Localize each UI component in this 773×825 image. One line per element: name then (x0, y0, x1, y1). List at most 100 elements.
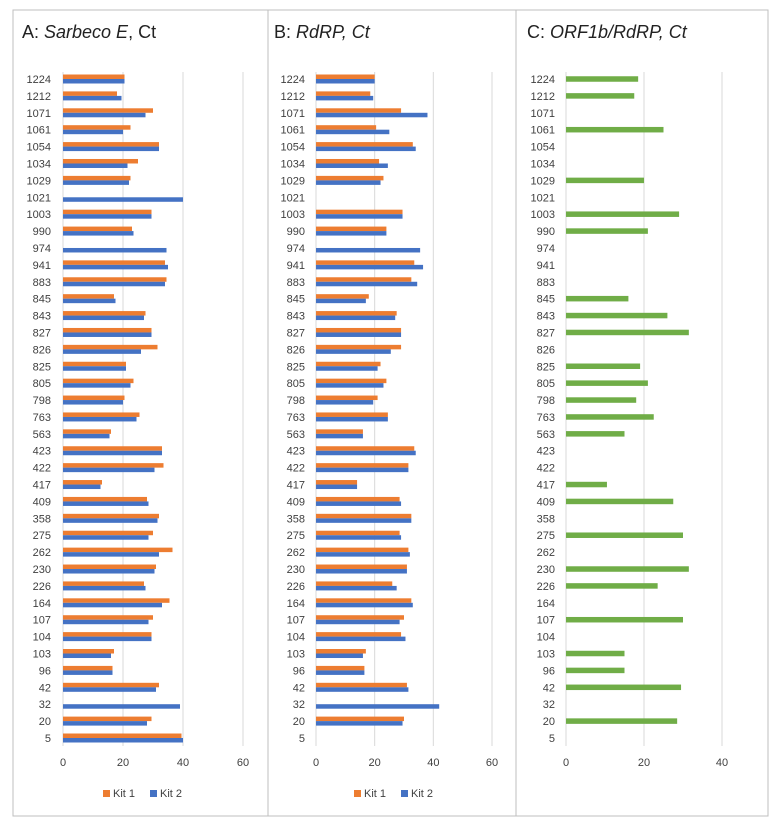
bar (316, 344, 402, 350)
bar (63, 349, 141, 354)
bar (63, 598, 170, 603)
y-tick-label: 230 (287, 564, 305, 576)
y-tick-label: 103 (287, 649, 305, 661)
bar (63, 450, 162, 456)
legend-kit2-swatch (150, 790, 157, 797)
bar (316, 429, 363, 434)
y-tick-label: 1029 (281, 175, 305, 187)
y-tick-label: 96 (293, 665, 305, 677)
bar (316, 412, 388, 417)
y-tick-label: 226 (33, 581, 51, 593)
y-tick-label: 1224 (531, 74, 555, 86)
bar (63, 480, 102, 485)
bar (63, 569, 155, 574)
bar (316, 327, 402, 333)
bar (566, 498, 674, 505)
bar (63, 281, 165, 287)
bar (63, 226, 132, 232)
bar (63, 125, 131, 130)
bar (316, 112, 428, 118)
y-tick-label: 1061 (531, 125, 555, 137)
y-tick-label: 826 (537, 344, 555, 356)
y-tick-label: 827 (287, 327, 305, 339)
y-tick-label: 226 (537, 581, 555, 593)
x-tick-label: 40 (177, 757, 189, 769)
bar (316, 649, 366, 654)
bar (63, 294, 114, 299)
bar (316, 463, 409, 468)
y-tick-label: 825 (537, 361, 555, 373)
panel-b-title-main: RdRP, Ct (296, 22, 371, 42)
y-tick-label: 827 (33, 327, 51, 339)
y-tick-label: 417 (287, 480, 305, 492)
y-tick-label: 422 (537, 463, 555, 475)
bar (316, 433, 363, 439)
y-tick-label: 1071 (281, 108, 305, 120)
bar (566, 295, 629, 302)
bar (63, 738, 183, 743)
bar (63, 665, 113, 671)
y-tick-label: 1071 (531, 108, 555, 120)
bar (566, 76, 639, 82)
bar (63, 231, 134, 236)
bar (63, 311, 146, 316)
bar (316, 214, 403, 219)
bar (63, 197, 183, 202)
bar (63, 180, 129, 185)
y-tick-label: 1224 (281, 74, 305, 86)
bar (316, 264, 424, 270)
bar (63, 400, 123, 405)
y-tick-label: 262 (537, 547, 555, 559)
bar (63, 209, 152, 215)
legend-kit2-label: Kit 2 (160, 788, 182, 800)
bar (316, 74, 375, 79)
bar (63, 327, 152, 333)
bar (316, 311, 397, 316)
bar (63, 602, 162, 608)
bar (63, 247, 167, 253)
bar (316, 484, 358, 490)
bar (566, 312, 668, 319)
y-tick-label: 32 (543, 699, 555, 711)
bar (316, 721, 403, 726)
bar (316, 180, 381, 185)
bar (316, 496, 400, 502)
y-tick-label: 42 (543, 682, 555, 694)
bar (566, 684, 682, 691)
y-tick-label: 1054 (27, 142, 51, 154)
y-tick-label: 103 (537, 649, 555, 661)
panel-a-title-prefix: A: (22, 22, 44, 42)
bar (566, 667, 625, 674)
bar (316, 569, 407, 574)
x-tick-label: 40 (427, 757, 439, 769)
bar (63, 129, 123, 135)
panel-b-legend: Kit 1 Kit 2 (354, 788, 433, 800)
bar (63, 142, 159, 147)
bar (566, 414, 654, 420)
bar (316, 615, 404, 620)
y-tick-label: 1212 (27, 91, 51, 103)
y-tick-label: 409 (537, 496, 555, 508)
panel-b-border (267, 9, 517, 817)
bar (63, 682, 159, 688)
bar (566, 329, 689, 336)
bar (63, 95, 122, 101)
y-tick-label: 1054 (281, 142, 305, 154)
y-tick-label: 1061 (27, 125, 51, 137)
legend-kit1-swatch (354, 790, 361, 797)
bar (566, 650, 625, 657)
y-tick-label: 107 (33, 615, 51, 627)
y-tick-label: 843 (287, 311, 305, 323)
bar (316, 682, 407, 688)
bar (63, 552, 159, 557)
panel-a-plot: 0 20 40 60 1224 1212 1071 1061 1054 1034 1029 1021 1… (27, 72, 249, 769)
y-tick-label: 825 (33, 361, 51, 373)
bar (566, 363, 641, 370)
bar (316, 687, 409, 692)
y-tick-label: 1212 (531, 91, 555, 103)
bar (316, 129, 390, 135)
bar (566, 93, 635, 99)
bar (316, 518, 412, 523)
bar (316, 598, 412, 603)
bar (63, 412, 140, 417)
